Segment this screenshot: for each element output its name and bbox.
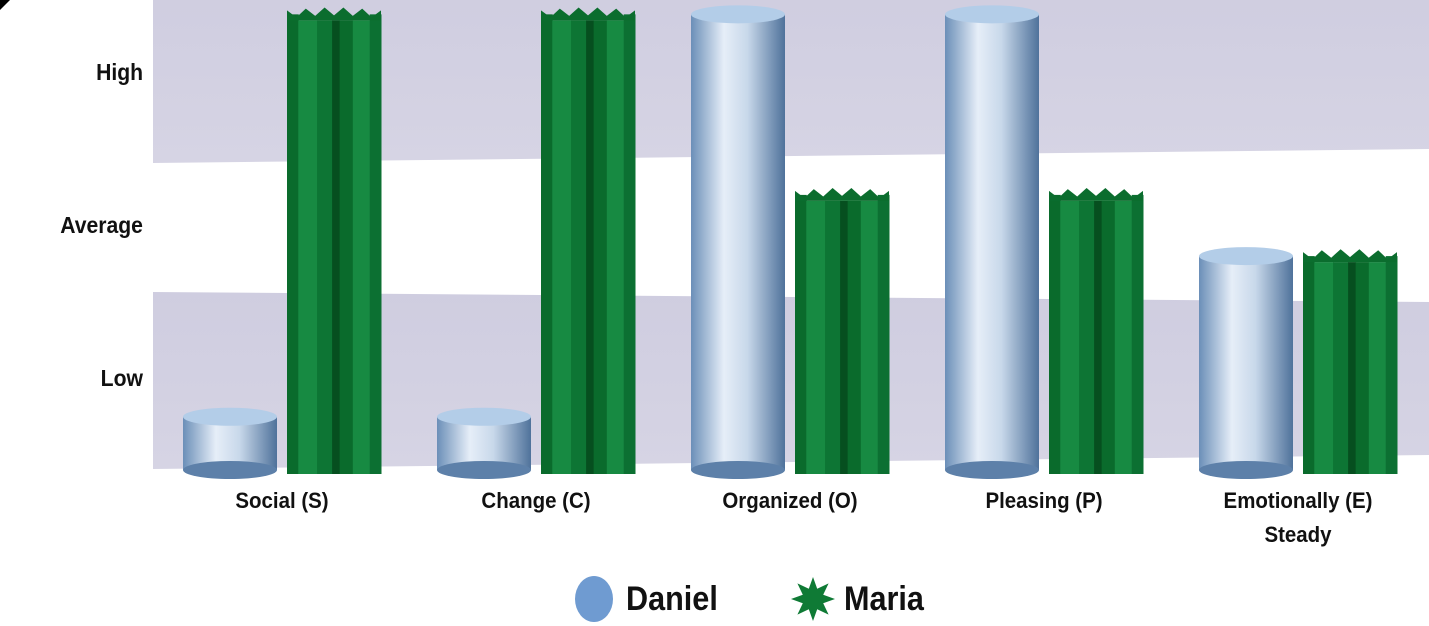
bar-daniel-2 xyxy=(691,5,785,479)
category-label-2: Organized (O) xyxy=(674,484,907,518)
category-label-1: Change (C) xyxy=(420,484,653,518)
legend-daniel-marker-icon xyxy=(575,576,613,622)
legend-maria-star-icon xyxy=(791,577,835,621)
y-level-label-high: High xyxy=(95,58,143,85)
category-label-line: Change (C) xyxy=(481,488,591,513)
category-label-4: Emotionally (E) Steady xyxy=(1182,484,1415,552)
bar-chart xyxy=(153,0,1429,479)
legend: Daniel Maria xyxy=(0,572,1429,626)
y-level-label-average: Average xyxy=(60,211,143,238)
band-high xyxy=(153,0,1429,163)
bar-maria-4 xyxy=(1303,249,1398,474)
bar-daniel-1 xyxy=(437,407,531,479)
category-label-0: Social (S) xyxy=(166,484,399,518)
bar-maria-0 xyxy=(287,7,382,475)
legend-item-maria: Maria xyxy=(790,572,933,626)
bar-daniel-4 xyxy=(1199,247,1293,479)
bar-maria-2 xyxy=(795,188,890,474)
y-level-label-low: Low xyxy=(100,364,143,391)
category-label-line: Organized (O) xyxy=(722,488,858,513)
category-label-3: Pleasing (P) xyxy=(928,484,1161,518)
category-label-line: Emotionally (E) xyxy=(1223,488,1373,513)
legend-item-daniel: Daniel xyxy=(574,572,728,626)
category-label-line: Pleasing (P) xyxy=(985,488,1103,513)
bar-maria-1 xyxy=(541,7,636,475)
bar-daniel-3 xyxy=(945,5,1039,479)
bar-daniel-0 xyxy=(183,407,277,479)
category-label-line: Social (S) xyxy=(235,488,329,513)
category-label-line: Steady xyxy=(1264,522,1332,547)
bar-maria-3 xyxy=(1049,188,1144,474)
legend-label-maria: Maria xyxy=(844,579,924,618)
legend-label-daniel: Daniel xyxy=(626,579,718,618)
